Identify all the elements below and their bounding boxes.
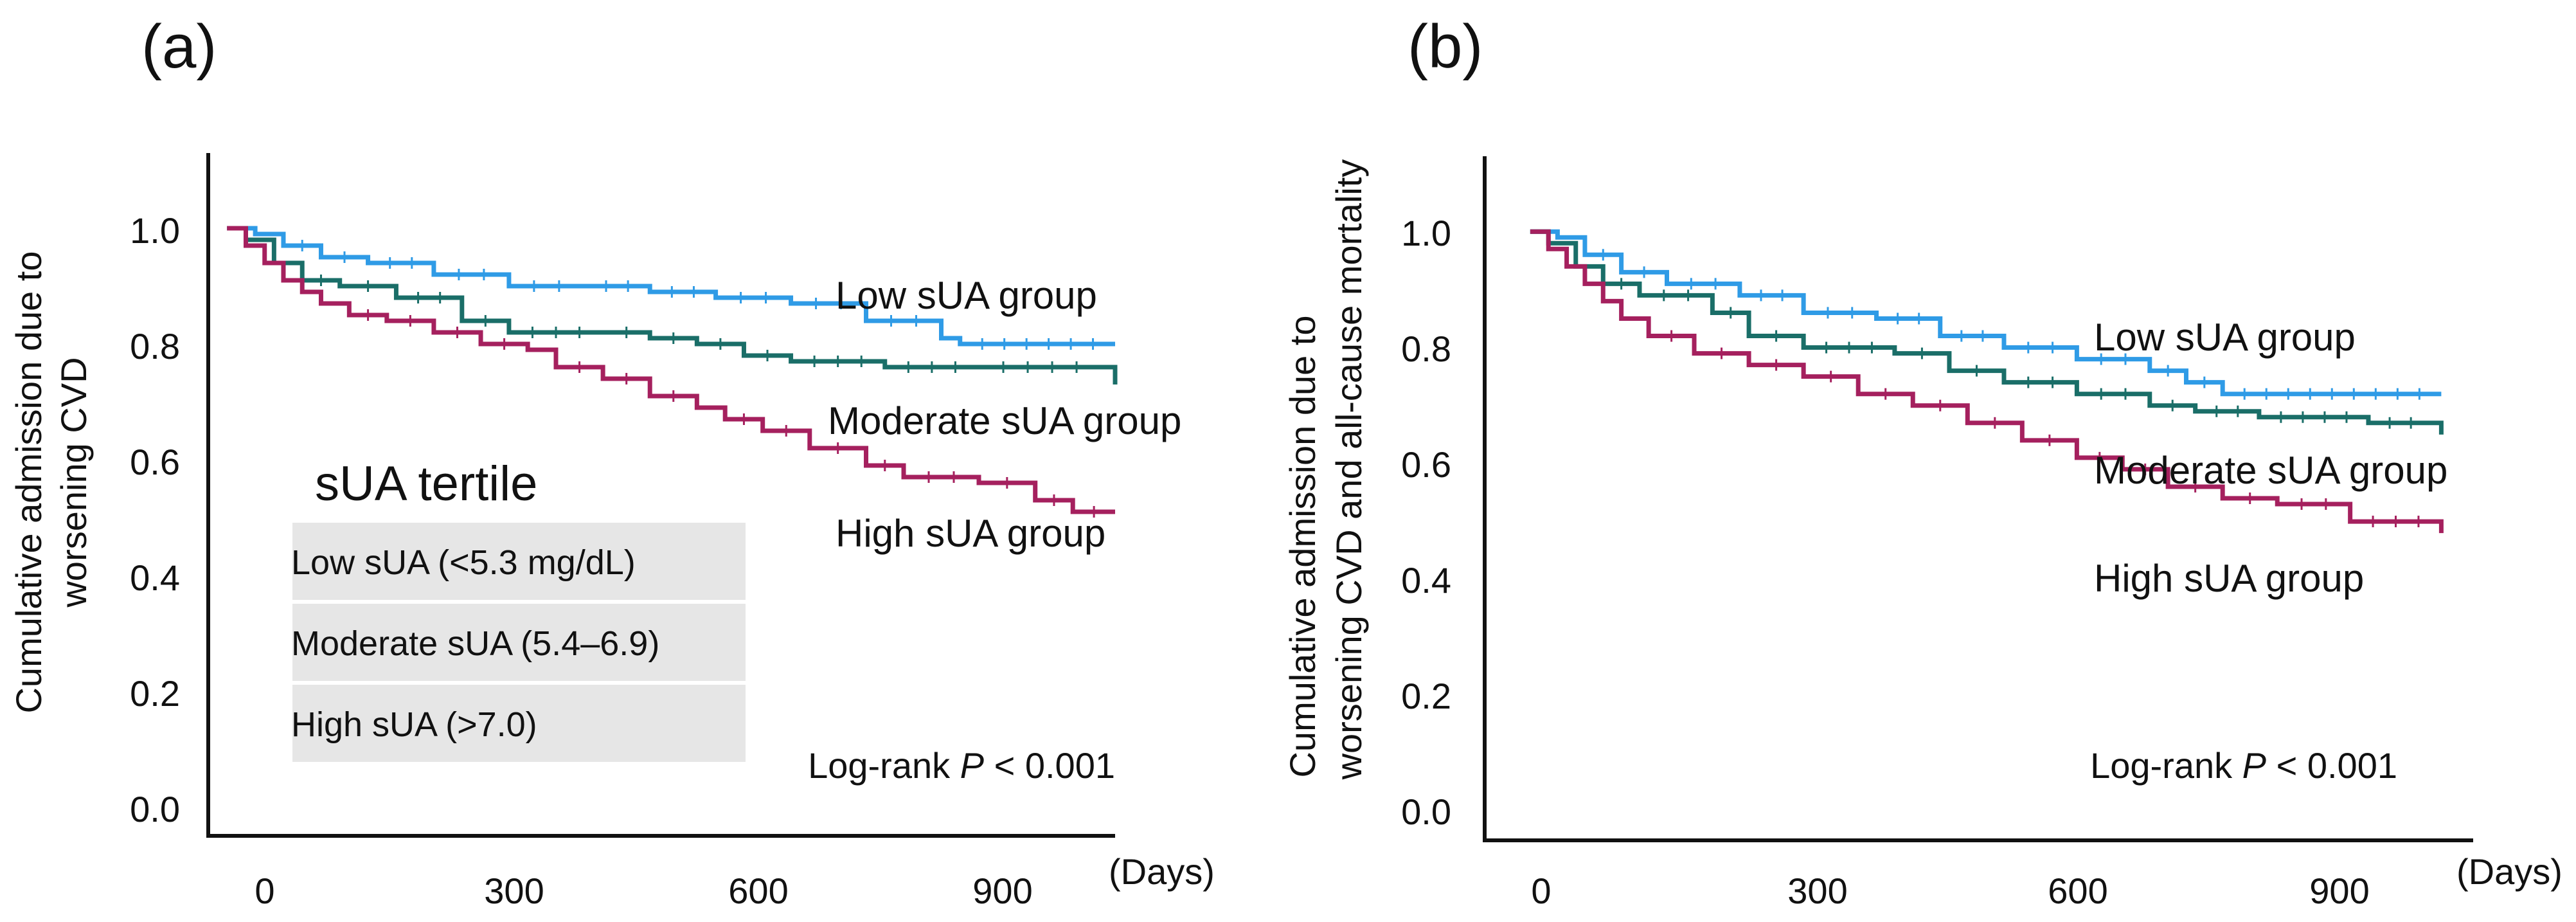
panel-b-x-tick-label: 0	[1531, 871, 1551, 911]
panel-a-label-low-group: Low sUA group	[836, 274, 1097, 317]
panel-b-x-tick-label: 900	[2309, 871, 2369, 911]
panel-b-y-tick-label: 0.6	[1401, 444, 1451, 485]
panel-b-y-axis-label-line2: worsening CVD and all-cause mortality	[1328, 159, 1369, 781]
legend-title: sUA tertile	[315, 456, 537, 511]
legend-row-background	[292, 523, 746, 600]
panel-a-x-tick-label: 300	[484, 871, 544, 911]
panel-a-x-tick-label: 900	[972, 871, 1032, 911]
panel-a-label: (a)	[141, 12, 217, 81]
panel-b-y-tick-label: 0.0	[1401, 791, 1451, 832]
panel-b-label-high-group: High sUA group	[2094, 557, 2364, 600]
panel-a: (a) Cumulative admission due to worsenin…	[8, 12, 1215, 911]
panel-b-y-ticks: 0.0 0.2 0.4 0.6 0.8 1.0	[1401, 213, 1451, 832]
panel-a-y-tick-label: 0.0	[130, 789, 180, 829]
panel-a-x-ticks: 0 300 600 900	[255, 871, 1032, 911]
panel-a-y-tick-label: 0.6	[130, 442, 180, 482]
panel-b-y-tick-label: 0.2	[1401, 676, 1451, 716]
panel-a-logrank-annotation: Log-rank P < 0.001	[808, 745, 1115, 786]
panel-a-series-group	[227, 226, 1118, 518]
panel-a-y-tick-label: 0.4	[130, 557, 180, 598]
panel-a-x-unit-label: (Days)	[1109, 851, 1215, 892]
legend-row-background	[292, 685, 746, 762]
panel-a-x-tick-label: 600	[728, 871, 788, 911]
panel-a-legend: sUA tertile Low sUA (<5.3 mg/dL) Moderat…	[291, 456, 746, 762]
legend-row-moderate: Moderate sUA (5.4–6.9)	[291, 624, 659, 663]
panel-a-y-tick-label: 0.2	[130, 673, 180, 714]
panel-b-series-group	[1530, 229, 2444, 534]
panel-b: (b) Cumulative admission due to worsenin…	[1282, 12, 2563, 911]
panel-b-y-tick-label: 1.0	[1401, 213, 1451, 253]
legend-row-background	[292, 604, 746, 681]
legend-row-high: High sUA (>7.0)	[291, 705, 537, 744]
panel-a-y-axis-label-line1: Cumulative admission due to	[8, 251, 49, 713]
panel-b-y-tick-label: 0.4	[1401, 560, 1451, 601]
panel-a-y-tick-label: 0.8	[130, 326, 180, 366]
panel-a-y-ticks: 0.0 0.2 0.4 0.6 0.8 1.0	[130, 210, 180, 829]
panel-b-y-axis-label-line1: Cumulative admission due to	[1282, 315, 1323, 777]
panel-b-logrank-annotation: Log-rank P < 0.001	[2090, 745, 2397, 786]
panel-a-label-moderate-group: Moderate sUA group	[828, 399, 1181, 442]
panel-b-label-moderate-group: Moderate sUA group	[2094, 449, 2447, 492]
panel-b-x-ticks: 0 300 600 900	[1531, 871, 2369, 911]
panel-a-y-tick-label: 1.0	[130, 210, 180, 251]
panel-a-y-axis-label-line2: worsening CVD	[53, 357, 94, 608]
panel-b-label: (b)	[1408, 12, 1483, 81]
legend-row-low: Low sUA (<5.3 mg/dL)	[291, 543, 636, 582]
panel-b-x-tick-label: 300	[1787, 871, 1847, 911]
panel-b-label-low-group: Low sUA group	[2094, 316, 2356, 359]
panel-a-x-tick-label: 0	[255, 871, 274, 911]
panel-a-label-high-group: High sUA group	[836, 512, 1105, 555]
panel-b-x-unit-label: (Days)	[2456, 851, 2563, 892]
panel-b-y-tick-label: 0.8	[1401, 329, 1451, 369]
panel-b-x-tick-label: 600	[2048, 871, 2107, 911]
panel-b-series-high-sua-group	[1530, 229, 2444, 534]
